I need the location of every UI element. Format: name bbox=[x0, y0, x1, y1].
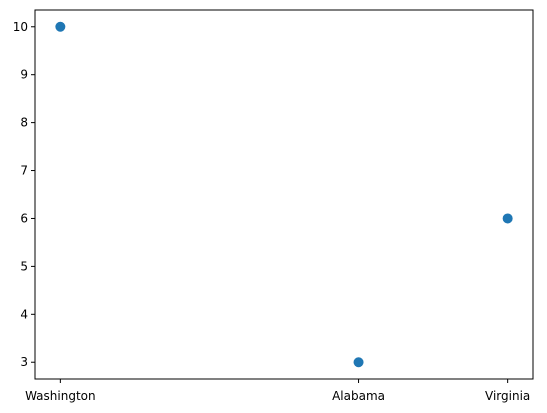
plot-area-frame bbox=[34, 9, 534, 380]
y-tick-label: 5 bbox=[20, 259, 28, 273]
y-tick-label: 7 bbox=[20, 164, 28, 178]
x-tick-label: Virginia bbox=[485, 389, 530, 403]
scatter-point-virginia bbox=[502, 213, 513, 224]
scatter-point-alabama bbox=[353, 357, 364, 368]
x-tick-label: Alabama bbox=[332, 389, 385, 403]
data-points bbox=[55, 21, 513, 368]
y-tick-label: 3 bbox=[20, 355, 28, 369]
y-tick-label: 10 bbox=[13, 20, 28, 34]
x-tick-label: Washington bbox=[25, 389, 96, 403]
y-tick-label: 9 bbox=[20, 68, 28, 82]
y-tick-label: 4 bbox=[20, 307, 28, 321]
x-axis: Washington Alabama Virginia bbox=[25, 379, 530, 403]
scatter-point-washington bbox=[55, 21, 66, 32]
y-tick-label: 8 bbox=[20, 116, 28, 130]
y-axis: 3 4 5 6 7 8 9 10 bbox=[13, 20, 35, 369]
y-tick-label: 6 bbox=[20, 211, 28, 225]
